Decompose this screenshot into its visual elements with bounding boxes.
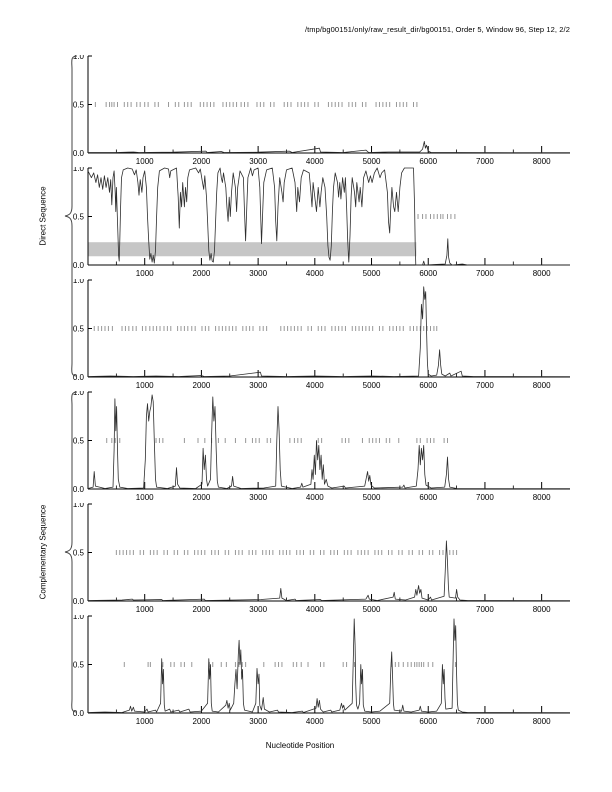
svg-text:7000: 7000	[476, 605, 494, 614]
svg-text:8000: 8000	[533, 717, 551, 726]
svg-text:3000: 3000	[249, 493, 267, 502]
chart-panel-complementary-frame-3: 0.0 0.5 1.0 1000 2000 3000 4000 5000 6000 7000 800…	[73, 615, 571, 726]
svg-text:5000: 5000	[363, 157, 381, 166]
svg-text:0.5: 0.5	[73, 325, 85, 334]
chart-panel-direct-frame-3: 0.0 0.5 1.0 1000 2000 3000 4000 5000 6000 7000 800…	[73, 279, 571, 390]
svg-text:7000: 7000	[476, 717, 494, 726]
chart-panel-direct-frame-2: 0.0 0.5 1.0 1000 2000 3000 4000 5000 6000 7000 800…	[73, 167, 570, 278]
svg-text:8000: 8000	[533, 605, 551, 614]
svg-text:0.5: 0.5	[73, 661, 85, 670]
svg-text:5000: 5000	[363, 381, 381, 390]
svg-text:4000: 4000	[306, 717, 324, 726]
svg-text:6000: 6000	[419, 605, 437, 614]
svg-text:1000: 1000	[136, 381, 154, 390]
svg-text:3000: 3000	[249, 157, 267, 166]
svg-text:8000: 8000	[533, 381, 551, 390]
svg-text:1.0: 1.0	[73, 279, 85, 285]
svg-text:0.5: 0.5	[73, 101, 85, 110]
direct-group-brace	[64, 55, 78, 377]
svg-text:0.0: 0.0	[73, 373, 85, 382]
svg-text:8000: 8000	[533, 493, 551, 502]
svg-text:7000: 7000	[476, 381, 494, 390]
svg-text:2000: 2000	[193, 381, 211, 390]
svg-text:0.0: 0.0	[73, 149, 85, 158]
complementary-group-brace	[64, 391, 78, 713]
svg-text:4000: 4000	[306, 157, 324, 166]
chart-panel-complementary-frame-1: 0.0 0.5 1.0 1000 2000 3000 4000 5000 6000 7000 800…	[73, 391, 571, 502]
svg-text:4000: 4000	[306, 381, 324, 390]
svg-text:5000: 5000	[363, 269, 381, 278]
svg-text:2000: 2000	[193, 493, 211, 502]
svg-text:2000: 2000	[193, 717, 211, 726]
svg-text:1000: 1000	[136, 157, 154, 166]
svg-text:3000: 3000	[249, 381, 267, 390]
series-direct_frame_3	[87, 286, 571, 378]
series-direct_frame_1	[88, 141, 571, 154]
series-direct_frame_2	[87, 167, 570, 266]
svg-text:6000: 6000	[419, 717, 437, 726]
svg-text:2000: 2000	[193, 605, 211, 614]
svg-text:2000: 2000	[193, 269, 211, 278]
svg-text:3000: 3000	[249, 717, 267, 726]
chart-panel-complementary-frame-2: 0.0 0.5 1.0 1000 2000 3000 4000 5000 6000 7000 800…	[73, 503, 571, 614]
svg-text:7000: 7000	[476, 269, 494, 278]
svg-text:1.0: 1.0	[73, 391, 85, 397]
svg-text:1.0: 1.0	[73, 615, 85, 621]
svg-text:0.5: 0.5	[73, 437, 85, 446]
series-complementary_frame_3	[87, 618, 571, 714]
svg-text:8000: 8000	[533, 269, 551, 278]
svg-text:4000: 4000	[306, 269, 324, 278]
svg-text:1000: 1000	[136, 605, 154, 614]
svg-text:3000: 3000	[249, 269, 267, 278]
series-complementary_frame_1	[87, 394, 571, 490]
svg-text:5000: 5000	[363, 493, 381, 502]
svg-text:0.0: 0.0	[73, 597, 85, 606]
x-axis-label: Nucleotide Position	[265, 741, 335, 750]
svg-text:7000: 7000	[476, 493, 494, 502]
svg-text:8000: 8000	[533, 157, 551, 166]
plot-title: /tmp/bg00151/only/raw_result_dir/bg00151…	[304, 25, 570, 34]
svg-text:6000: 6000	[419, 269, 437, 278]
svg-text:6000: 6000	[419, 157, 437, 166]
y-group-label-direct: Direct Sequence	[38, 186, 48, 246]
y-group-label-complementary: Complementary Sequence	[38, 504, 48, 600]
svg-text:4000: 4000	[306, 493, 324, 502]
svg-text:1000: 1000	[136, 269, 154, 278]
svg-text:1.0: 1.0	[73, 503, 85, 509]
svg-text:0.0: 0.0	[73, 709, 85, 718]
svg-text:1.0: 1.0	[73, 55, 85, 61]
series-complementary_frame_2	[87, 540, 571, 602]
shaded-band	[88, 242, 417, 257]
svg-text:3000: 3000	[249, 605, 267, 614]
svg-text:0.5: 0.5	[73, 549, 85, 558]
svg-text:0.5: 0.5	[73, 213, 85, 222]
svg-text:6000: 6000	[419, 493, 437, 502]
svg-text:4000: 4000	[306, 605, 324, 614]
svg-text:2000: 2000	[193, 157, 211, 166]
svg-text:0.0: 0.0	[73, 485, 85, 494]
svg-text:0.0: 0.0	[73, 261, 85, 270]
svg-text:1.0: 1.0	[73, 167, 85, 173]
svg-text:5000: 5000	[363, 605, 381, 614]
svg-text:5000: 5000	[363, 717, 381, 726]
svg-text:1000: 1000	[136, 717, 154, 726]
chart-panel-direct-frame-1: 0.0 0.5 1.0 1000 2000 3000 4000 5000 6000 7000 800…	[73, 55, 571, 166]
svg-text:1000: 1000	[136, 493, 154, 502]
svg-text:7000: 7000	[476, 157, 494, 166]
svg-text:6000: 6000	[419, 381, 437, 390]
